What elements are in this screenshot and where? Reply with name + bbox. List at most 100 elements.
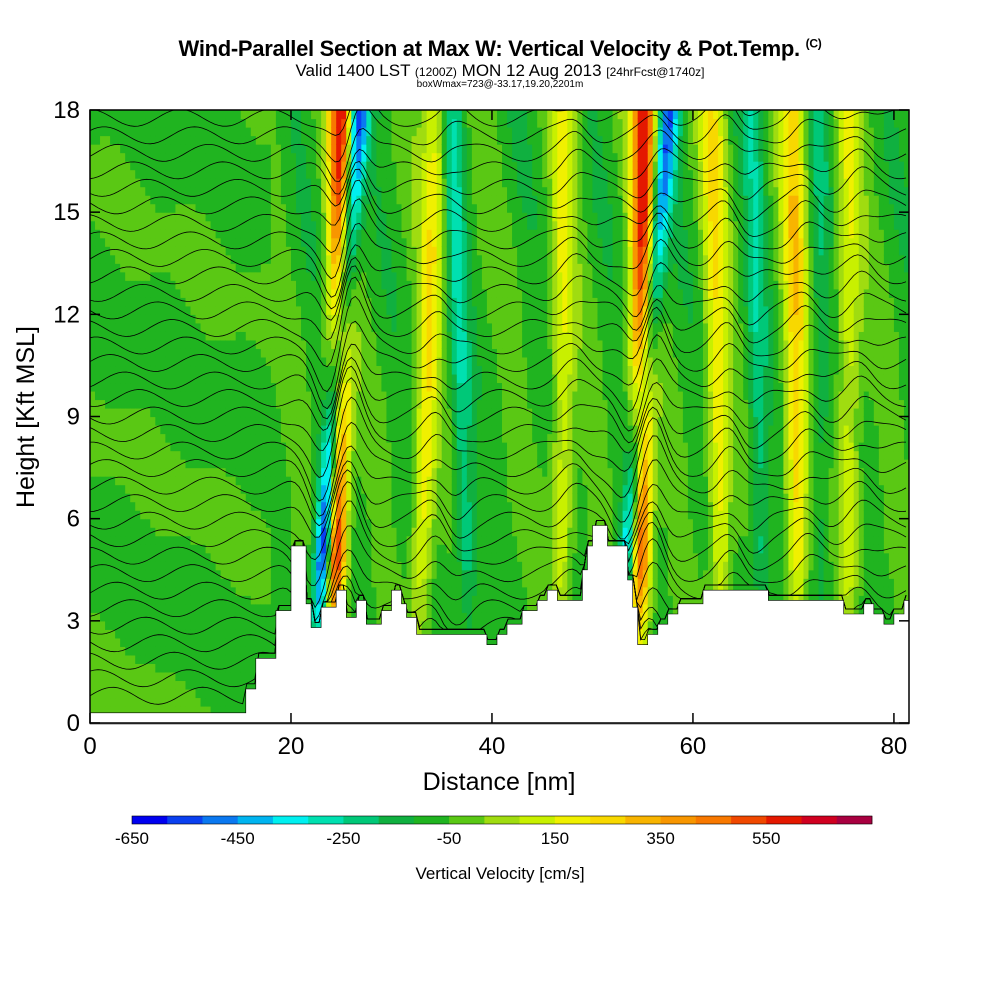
heatmap-cell bbox=[426, 203, 433, 213]
heatmap-cell bbox=[240, 399, 247, 409]
heatmap-cell bbox=[170, 595, 177, 605]
heatmap-cell bbox=[366, 552, 372, 562]
heatmap-cell bbox=[275, 552, 282, 562]
heatmap-cell bbox=[245, 229, 252, 239]
heatmap-cell bbox=[331, 586, 337, 596]
heatmap-cell bbox=[210, 663, 217, 673]
heatmap-cell bbox=[140, 407, 146, 418]
heatmap-cell bbox=[135, 135, 141, 145]
heatmap-cell bbox=[160, 697, 166, 707]
heatmap-cell bbox=[235, 629, 242, 639]
heatmap-cell bbox=[200, 467, 207, 477]
heatmap-cell bbox=[426, 416, 433, 426]
heatmap-cell bbox=[225, 365, 232, 375]
heatmap-cell bbox=[185, 339, 192, 349]
heatmap-cell bbox=[185, 518, 192, 528]
heatmap-cell bbox=[376, 144, 383, 154]
heatmap-cell bbox=[376, 484, 383, 494]
heatmap-cell bbox=[160, 390, 166, 401]
heatmap-cell bbox=[311, 178, 317, 188]
heatmap-cell bbox=[195, 288, 202, 298]
heatmap-cell bbox=[190, 518, 197, 528]
heatmap-cell bbox=[230, 305, 237, 315]
heatmap-cell bbox=[195, 407, 202, 418]
heatmap-cell bbox=[431, 382, 438, 392]
heatmap-cell bbox=[90, 561, 96, 571]
heatmap-cell bbox=[411, 322, 418, 332]
heatmap-cell bbox=[260, 493, 267, 503]
heatmap-cell bbox=[240, 135, 247, 145]
heatmap-cell bbox=[386, 271, 393, 281]
heatmap-cell bbox=[190, 407, 197, 418]
heatmap-cell bbox=[306, 535, 312, 545]
heatmap-cell bbox=[165, 476, 171, 486]
heatmap-cell bbox=[381, 442, 388, 452]
heatmap-cell bbox=[165, 348, 171, 358]
heatmap-cell bbox=[426, 314, 433, 324]
heatmap-cell bbox=[145, 510, 151, 520]
heatmap-cell bbox=[155, 110, 161, 120]
heatmap-cell bbox=[175, 646, 182, 656]
heatmap-cell bbox=[95, 314, 101, 324]
heatmap-cell bbox=[346, 493, 352, 503]
heatmap-cell bbox=[105, 518, 111, 528]
heatmap-cell bbox=[145, 161, 151, 171]
heatmap-cell bbox=[135, 629, 141, 639]
heatmap-cell bbox=[190, 552, 197, 562]
heatmap-cell bbox=[401, 118, 408, 128]
heatmap-cell bbox=[255, 144, 262, 154]
heatmap-cell bbox=[255, 518, 262, 528]
heatmap-cell bbox=[170, 144, 177, 154]
heatmap-cell bbox=[290, 442, 297, 452]
heatmap-cell bbox=[195, 237, 202, 247]
heatmap-cell bbox=[235, 603, 242, 613]
heatmap-cell bbox=[190, 331, 197, 341]
heatmap-cell bbox=[195, 322, 202, 332]
heatmap-cell bbox=[235, 110, 242, 120]
heatmap-cell bbox=[105, 373, 111, 384]
heatmap-cell bbox=[160, 399, 166, 409]
heatmap-cell bbox=[336, 212, 342, 222]
heatmap-cell bbox=[225, 135, 232, 145]
heatmap-cell bbox=[200, 603, 207, 613]
heatmap-cell bbox=[200, 416, 207, 426]
heatmap-cell bbox=[150, 161, 156, 171]
heatmap-cell bbox=[391, 254, 398, 264]
heatmap-cell bbox=[110, 305, 116, 315]
heatmap-cell bbox=[230, 118, 237, 128]
heatmap-cell bbox=[245, 390, 252, 401]
heatmap-cell bbox=[265, 629, 272, 639]
heatmap-cell bbox=[285, 297, 292, 307]
heatmap-cell bbox=[130, 399, 136, 409]
heatmap-cell bbox=[336, 135, 342, 145]
heatmap-cell bbox=[135, 297, 141, 307]
heatmap-cell bbox=[125, 254, 131, 264]
heatmap-cell bbox=[391, 527, 398, 537]
heatmap-cell bbox=[285, 356, 292, 367]
heatmap-cell bbox=[230, 331, 237, 341]
heatmap-cell bbox=[190, 152, 197, 162]
heatmap-cell bbox=[210, 373, 217, 384]
heatmap-cell bbox=[280, 586, 287, 596]
heatmap-cell bbox=[250, 118, 257, 128]
heatmap-cell bbox=[190, 663, 197, 673]
heatmap-cell bbox=[205, 518, 212, 528]
heatmap-cell bbox=[125, 407, 131, 418]
heatmap-cell bbox=[356, 314, 362, 324]
heatmap-cell bbox=[120, 237, 126, 247]
heatmap-cell bbox=[416, 356, 423, 367]
heatmap-cell bbox=[306, 144, 312, 154]
heatmap-cell bbox=[95, 169, 101, 179]
heatmap-cell bbox=[376, 527, 383, 537]
heatmap-cell bbox=[125, 178, 131, 188]
heatmap-cell bbox=[190, 578, 197, 588]
heatmap-cell bbox=[341, 246, 347, 256]
heatmap-cell bbox=[381, 348, 388, 358]
heatmap-cell bbox=[210, 552, 217, 562]
heatmap-cell bbox=[175, 331, 182, 341]
heatmap-cell bbox=[280, 110, 287, 120]
heatmap-cell bbox=[100, 433, 106, 443]
heatmap-cell bbox=[265, 118, 272, 128]
heatmap-cell bbox=[160, 118, 166, 128]
heatmap-cell bbox=[175, 544, 182, 554]
